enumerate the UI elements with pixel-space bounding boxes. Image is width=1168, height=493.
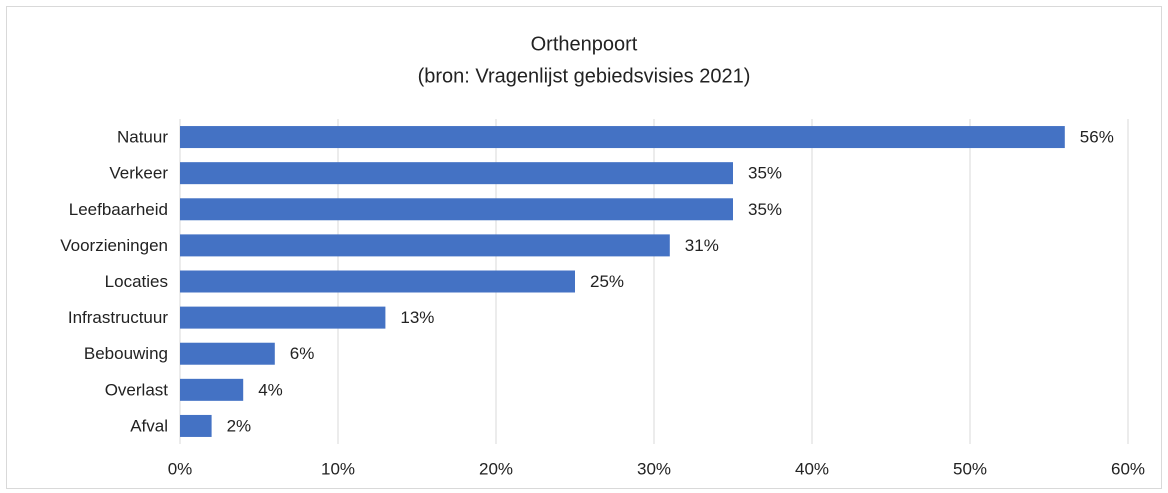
- data-label: 35%: [748, 164, 782, 183]
- bar: [180, 306, 386, 329]
- data-label: 56%: [1080, 128, 1114, 147]
- data-label: 25%: [590, 272, 624, 291]
- data-label: 6%: [290, 344, 315, 363]
- y-tick-label: Locaties: [105, 272, 168, 291]
- bar: [180, 198, 733, 221]
- y-tick-label: Infrastructuur: [68, 308, 168, 327]
- chart-subtitle: (bron: Vragenlijst gebiedsvisies 2021): [418, 65, 751, 87]
- y-tick-label: Verkeer: [109, 164, 168, 183]
- y-tick-label: Overlast: [105, 380, 169, 399]
- bar: [180, 234, 670, 257]
- bar: [180, 162, 733, 185]
- data-label: 4%: [258, 380, 283, 399]
- x-tick-label: 40%: [795, 459, 829, 478]
- bar: [180, 414, 212, 437]
- x-tick-label: 10%: [321, 459, 355, 478]
- x-tick-label: 20%: [479, 459, 513, 478]
- data-label: 2%: [227, 416, 252, 435]
- bar: [180, 126, 1065, 149]
- bar: [180, 342, 275, 365]
- y-tick-label: Natuur: [117, 128, 168, 147]
- data-label: 31%: [685, 236, 719, 255]
- y-tick-label: Bebouwing: [84, 344, 168, 363]
- data-label: 35%: [748, 200, 782, 219]
- y-tick-label: Voorzieningen: [60, 236, 168, 255]
- y-tick-label: Leefbaarheid: [69, 200, 168, 219]
- bar: [180, 270, 575, 293]
- x-tick-label: 60%: [1111, 459, 1145, 478]
- bar: [180, 378, 244, 401]
- x-tick-label: 0%: [168, 459, 193, 478]
- chart-title: Orthenpoort: [531, 33, 638, 55]
- data-label: 13%: [400, 308, 434, 327]
- x-tick-label: 50%: [953, 459, 987, 478]
- y-tick-label: Afval: [130, 416, 168, 435]
- x-tick-label: 30%: [637, 459, 671, 478]
